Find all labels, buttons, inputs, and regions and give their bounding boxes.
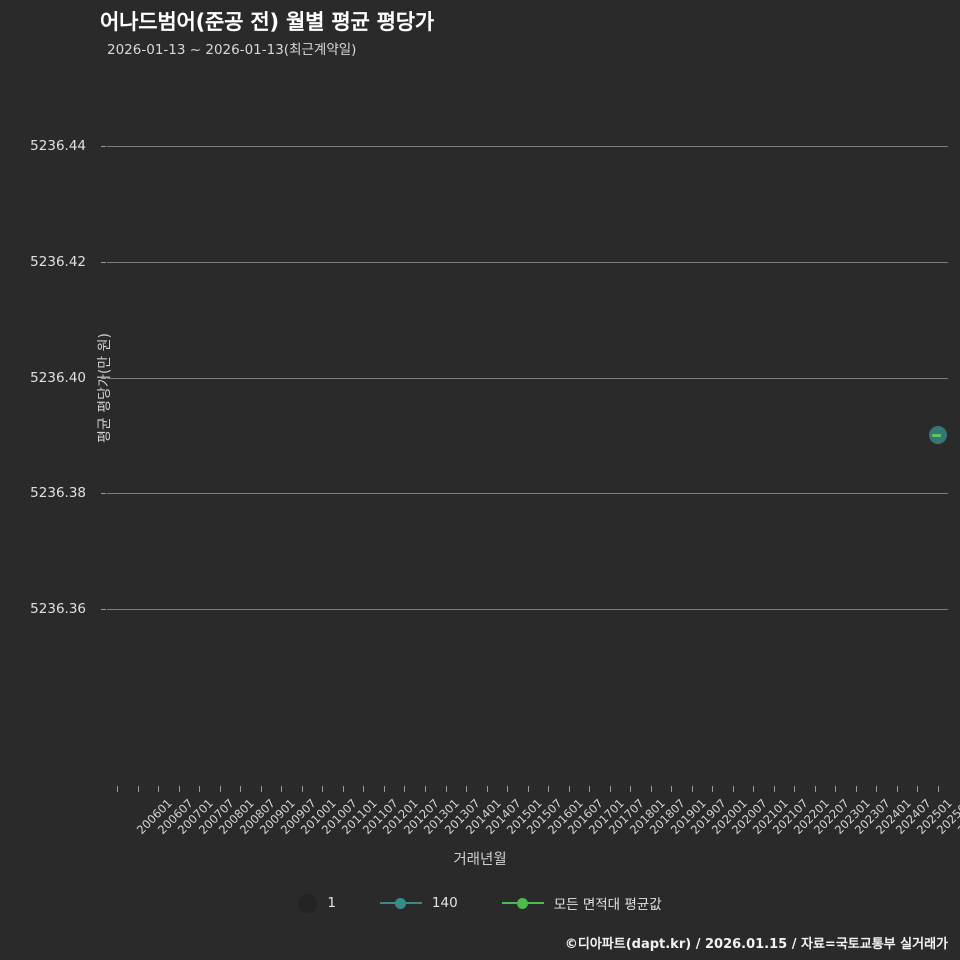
x-tick-mark <box>117 786 119 792</box>
x-tick-mark <box>753 786 755 792</box>
legend-dot-1 <box>516 898 528 909</box>
legend-dot-0 <box>394 898 406 909</box>
x-tick-mark <box>855 786 857 792</box>
y-tick-mark <box>101 493 106 495</box>
x-tick-mark <box>814 786 816 792</box>
x-axis: 200601 200607 200701 200707 200801 200807 2009… <box>107 786 960 846</box>
gridline-y <box>107 493 948 495</box>
x-tick-mark <box>137 786 139 792</box>
x-tick-mark <box>178 786 180 792</box>
x-tick-mark <box>486 786 488 792</box>
x-tick-mark <box>671 786 673 792</box>
chart-subtitle: 2026-01-13 ~ 2026-01-13(최근계약일) <box>107 42 357 58</box>
y-tick-label: 5236.44 <box>30 137 86 154</box>
x-tick-mark <box>896 786 898 792</box>
x-tick-mark <box>835 786 837 792</box>
x-tick-mark <box>568 786 570 792</box>
x-axis-title: 거래년월 <box>453 852 507 868</box>
y-tick-mark <box>101 377 106 379</box>
footer-attribution: ©디아파트(dapt.kr) / 2026.01.15 / 자료=국토교통부 실… <box>564 937 948 952</box>
legend-size-swatch-icon <box>298 893 318 913</box>
data-point[interactable] <box>928 426 947 445</box>
x-tick-mark <box>732 786 734 792</box>
y-tick-label: 5236.36 <box>30 601 86 618</box>
x-tick-mark <box>773 786 775 792</box>
x-tick-mark <box>630 786 632 792</box>
chart-legend: 1 140 모든 면적대 평균값 <box>0 893 960 913</box>
x-tick-mark <box>609 786 611 792</box>
legend-label-series-0: 140 <box>431 895 458 911</box>
x-tick-mark <box>876 786 878 792</box>
y-tick-mark <box>101 261 106 263</box>
page-title: 어나드범어(준공 전) 월별 평균 평당가 <box>100 10 435 34</box>
x-tick-mark <box>383 786 385 792</box>
legend-entry-series-0[interactable]: 140 <box>379 895 458 911</box>
x-tick-mark <box>281 786 283 792</box>
y-axis-title: 평균 평당가(만 원) <box>97 333 113 443</box>
y-tick-label: 5236.40 <box>30 369 86 386</box>
x-tick-mark <box>424 786 426 792</box>
gridline-y <box>107 377 948 379</box>
legend-line-swatch-icon-0 <box>379 896 422 910</box>
gridline-y <box>107 261 948 263</box>
x-tick-mark <box>219 786 221 792</box>
x-tick-mark <box>240 786 242 792</box>
x-tick-mark <box>260 786 262 792</box>
x-tick-mark <box>589 786 590 792</box>
data-point-average-marker <box>931 433 941 437</box>
x-tick-mark <box>527 786 529 792</box>
legend-entry-series-1[interactable]: 모든 면적대 평균값 <box>501 893 662 913</box>
x-tick-mark <box>466 786 467 792</box>
x-tick-mark <box>404 786 406 792</box>
gridline-y <box>107 609 948 611</box>
x-tick-mark <box>712 786 714 792</box>
x-tick-mark <box>445 786 447 792</box>
legend-label-size: 1 <box>327 895 336 911</box>
x-tick-mark <box>794 786 796 792</box>
x-tick-mark <box>342 786 344 792</box>
x-tick-mark <box>548 786 549 792</box>
y-tick-mark <box>101 609 106 611</box>
y-tick-label: 5236.42 <box>30 253 86 270</box>
plot-area: 평균 평당가(만 원) 5236.44 5236.42 5236.40 5236.38… <box>30 88 948 667</box>
x-tick-mark <box>650 786 652 792</box>
x-tick-mark <box>937 786 939 792</box>
x-tick-mark <box>158 786 160 792</box>
x-tick-mark <box>301 786 303 792</box>
x-tick-mark <box>691 786 693 792</box>
x-tick-mark <box>199 786 201 792</box>
x-tick-mark <box>363 786 365 792</box>
legend-label-series-1: 모든 면적대 평균값 <box>553 897 662 913</box>
legend-entry-size[interactable]: 1 <box>298 893 336 913</box>
x-tick-mark <box>507 786 508 792</box>
legend-line-swatch-icon-1 <box>501 896 544 910</box>
gridline-y <box>107 145 948 147</box>
y-tick-label: 5236.38 <box>30 485 86 502</box>
y-tick-mark <box>101 145 106 147</box>
x-tick-mark <box>322 786 324 792</box>
x-tick-mark <box>917 786 919 792</box>
